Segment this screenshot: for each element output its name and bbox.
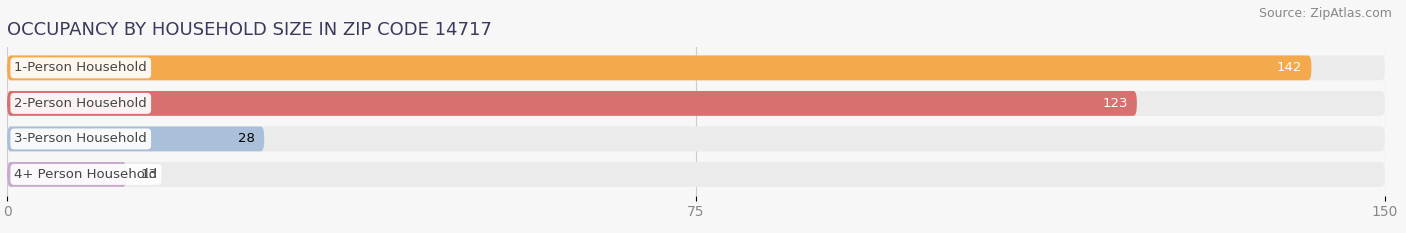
Text: 4+ Person Household: 4+ Person Household (14, 168, 157, 181)
Text: 13: 13 (141, 168, 157, 181)
Text: 3-Person Household: 3-Person Household (14, 132, 148, 145)
FancyBboxPatch shape (7, 127, 264, 151)
FancyBboxPatch shape (7, 55, 1312, 80)
FancyBboxPatch shape (7, 91, 1385, 116)
FancyBboxPatch shape (7, 55, 1385, 80)
FancyBboxPatch shape (7, 162, 127, 187)
Text: 1-Person Household: 1-Person Household (14, 62, 148, 74)
Text: 28: 28 (238, 132, 254, 145)
Text: OCCUPANCY BY HOUSEHOLD SIZE IN ZIP CODE 14717: OCCUPANCY BY HOUSEHOLD SIZE IN ZIP CODE … (7, 21, 492, 39)
Text: 142: 142 (1277, 62, 1302, 74)
FancyBboxPatch shape (7, 127, 1385, 151)
Text: Source: ZipAtlas.com: Source: ZipAtlas.com (1258, 7, 1392, 20)
FancyBboxPatch shape (7, 91, 1137, 116)
Text: 123: 123 (1102, 97, 1128, 110)
Text: 2-Person Household: 2-Person Household (14, 97, 148, 110)
FancyBboxPatch shape (7, 162, 1385, 187)
